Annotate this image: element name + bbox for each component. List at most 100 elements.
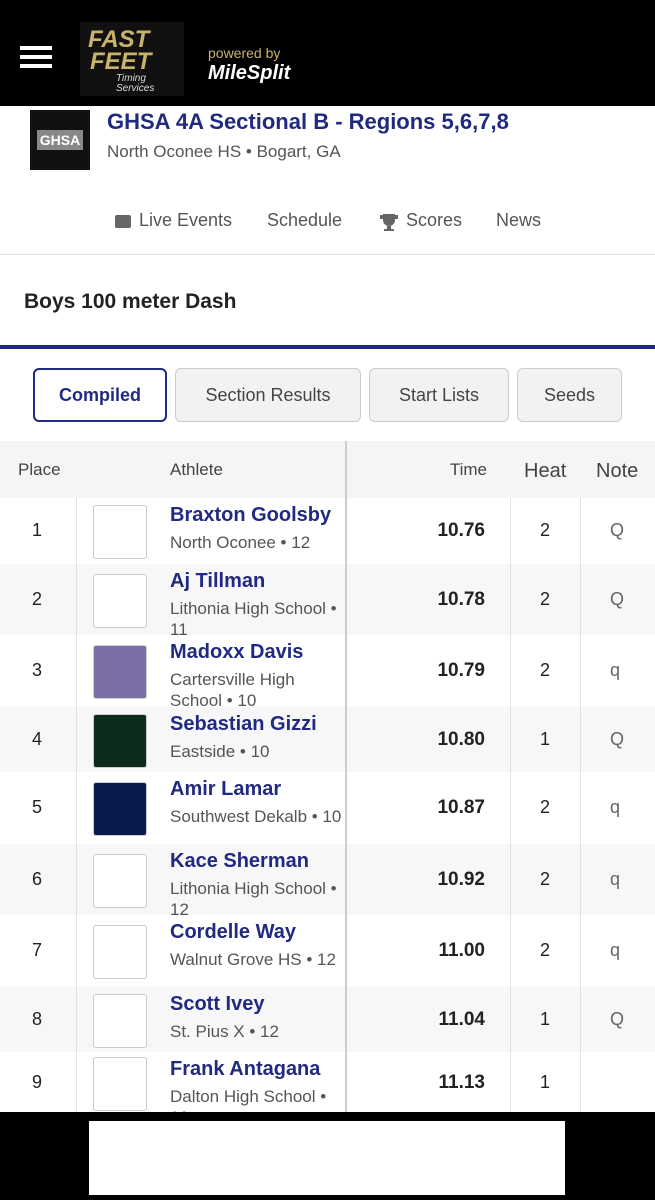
note: Q	[610, 1008, 625, 1029]
column-divider	[580, 564, 581, 635]
ad-bar	[0, 1112, 655, 1200]
place: 2	[32, 588, 43, 609]
time: 10.80	[437, 728, 485, 750]
athlete-team: Cartersville High School • 10	[170, 670, 295, 707]
time: 10.87	[437, 797, 485, 818]
tab[interactable]: Section Results	[175, 368, 361, 422]
result-row: 7 Cordelle Way Walnut Grove HS • 12 11.00 2 q	[0, 915, 655, 987]
team-logo	[93, 993, 147, 1048]
column-divider	[580, 635, 581, 707]
column-divider	[580, 844, 581, 915]
column-divider	[76, 1052, 77, 1112]
team-logo	[93, 505, 147, 559]
column-divider	[345, 844, 347, 915]
heat: 2	[540, 868, 551, 889]
column-divider	[345, 1052, 347, 1112]
column-divider	[345, 441, 347, 498]
column-divider	[76, 772, 77, 844]
column-divider	[345, 707, 347, 772]
place: 8	[32, 1008, 43, 1029]
nav-link[interactable]: Schedule	[267, 210, 343, 230]
athlete-name[interactable]: Frank Antagana	[170, 1058, 321, 1080]
meet-title[interactable]: GHSA 4A Sectional B - Regions 5,6,7,8	[107, 109, 509, 134]
ad-slot[interactable]	[89, 1121, 565, 1195]
athlete-team: Walnut Grove HS • 12	[170, 950, 336, 969]
place: 9	[32, 1072, 43, 1092]
place: 6	[32, 868, 43, 889]
column-divider	[76, 498, 77, 564]
nav-link[interactable]: News	[496, 210, 542, 230]
column-divider	[580, 915, 581, 987]
nav-link[interactable]: Scores	[406, 210, 463, 230]
note: Q	[610, 520, 625, 540]
brand-text: FEET	[90, 48, 152, 75]
athlete-name[interactable]: Madoxx Davis	[170, 641, 304, 663]
result-row: 2 Aj Tillman Lithonia High School • 11 10.7…	[0, 564, 655, 635]
heat: 1	[540, 1008, 551, 1029]
place: 7	[32, 940, 43, 960]
column-divider	[580, 498, 581, 564]
athlete-name[interactable]: Cordelle Way	[170, 921, 296, 943]
team-logo	[93, 782, 147, 836]
brand-logo: FAST FEET Timing Services	[80, 22, 184, 96]
team-logo	[93, 1057, 147, 1111]
column-divider	[76, 915, 77, 987]
results-table: Place Athlete Time Heat Note 1 Braxton Goolsby…	[0, 441, 655, 1112]
athlete-name[interactable]: Scott Ivey	[170, 993, 265, 1015]
note: q	[610, 868, 621, 889]
table-header: Place Athlete Time Heat Note	[0, 441, 655, 498]
column-divider	[580, 987, 581, 1052]
athlete-name[interactable]: Aj Tillman	[170, 570, 266, 592]
top-bar: FAST FEET Timing Services powered by Mil…	[0, 0, 655, 106]
athlete-team: Southwest Dekalb • 10	[170, 807, 342, 826]
meet-logo-text: GHSA	[36, 130, 84, 150]
athlete-team: Lithonia High School • 11	[170, 599, 337, 635]
time: 10.78	[437, 588, 485, 610]
athlete-team: Lithonia High School • 12	[170, 879, 337, 915]
column-divider	[76, 635, 77, 707]
brand-text: FAST	[88, 26, 150, 53]
note: Q	[610, 588, 625, 609]
column-divider	[510, 498, 511, 564]
column-divider	[510, 844, 511, 915]
note: Q	[610, 728, 625, 749]
divider	[0, 254, 655, 255]
result-row: 6 Kace Sherman Lithonia High School • 12 10…	[0, 844, 655, 915]
athlete-name[interactable]: Amir Lamar	[170, 778, 282, 800]
event-title: Boys 100 meter Dash	[24, 290, 237, 313]
nav-link[interactable]: Live Events	[139, 210, 233, 230]
place: 5	[32, 797, 43, 817]
column-header: Heat	[524, 460, 567, 482]
heat: 2	[540, 940, 551, 960]
tab[interactable]: Seeds	[517, 368, 622, 422]
column-divider	[510, 915, 511, 987]
athlete-team: Dalton High School • 10	[170, 1087, 327, 1112]
divider	[0, 345, 655, 349]
heat: 2	[540, 588, 551, 609]
athlete-name[interactable]: Kace Sherman	[170, 850, 309, 872]
place: 4	[32, 728, 43, 749]
result-row: 3 Madoxx Davis Cartersville High School • …	[0, 635, 655, 707]
column-divider	[510, 987, 511, 1052]
athlete-name[interactable]: Braxton Goolsby	[170, 504, 332, 526]
live-icon	[115, 215, 131, 228]
menu-button[interactable]	[20, 46, 52, 50]
powered-by: powered by	[208, 45, 281, 61]
column-header: Time	[449, 460, 487, 479]
team-logo	[93, 645, 147, 699]
team-logo	[93, 925, 147, 979]
note: q	[610, 797, 621, 817]
tab[interactable]: Compiled	[33, 368, 167, 422]
time: 11.04	[438, 1008, 486, 1030]
tab[interactable]: Start Lists	[369, 368, 509, 422]
result-row: 4 Sebastian Gizzi Eastside • 10 10.80 1 Q	[0, 707, 655, 772]
athlete-name[interactable]: Sebastian Gizzi	[170, 713, 317, 735]
athlete-team: St. Pius X • 12	[170, 1022, 279, 1041]
column-divider	[345, 564, 347, 635]
partner: MileSplit	[208, 62, 291, 84]
time: 11.00	[438, 940, 486, 961]
column-divider	[76, 987, 77, 1052]
column-divider	[580, 772, 581, 844]
